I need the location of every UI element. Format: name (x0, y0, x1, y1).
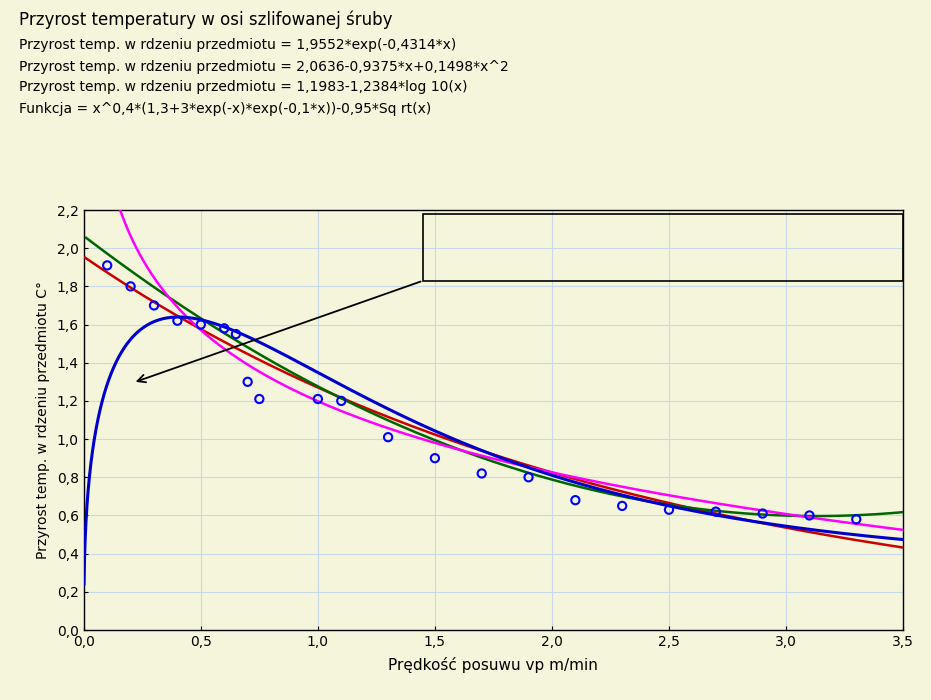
Point (849, 514, 864, 525)
Point (334, 395, 349, 407)
Point (427, 453, 442, 464)
Y-axis label: Przyrost temp. w rdzeniu przedmiotu C°: Przyrost temp. w rdzeniu przedmiotu C° (36, 281, 50, 559)
Point (521, 472, 536, 483)
Text: Przyrost temperatury w osi szlifowanej śruby: Przyrost temperatury w osi szlifowanej ś… (19, 10, 392, 29)
Point (194, 319, 209, 330)
Text: Funkcja = x^0,4*(1,3+3*exp(-x)*exp(-0,1*x))-0,95*Sq rt(x): Funkcja = x^0,4*(1,3+3*exp(-x)*exp(-0,1*… (19, 102, 431, 116)
Point (802, 510, 816, 521)
Point (100, 260, 115, 271)
Point (240, 376, 255, 387)
X-axis label: Prędkość posuwu vp m/min: Prędkość posuwu vp m/min (388, 657, 599, 673)
Text: Przyrost temp. w rdzeniu przedmiotu = 2,0636-0,9375*x+0,1498*x^2: Przyrost temp. w rdzeniu przedmiotu = 2,… (19, 60, 508, 74)
Point (252, 393, 267, 405)
Point (755, 508, 770, 519)
Point (146, 300, 161, 311)
Point (170, 315, 185, 326)
Point (662, 504, 677, 515)
Text: Przyrost temp. w rdzeniu przedmiotu = 1,1983-1,2384*log 10(x): Przyrost temp. w rdzeniu przedmiotu = 1,… (19, 80, 467, 94)
Point (310, 393, 325, 405)
Point (708, 506, 723, 517)
Point (381, 432, 396, 443)
Point (228, 328, 243, 339)
Point (568, 495, 583, 506)
Point (474, 468, 489, 479)
Point (217, 323, 232, 334)
Point (123, 281, 138, 292)
Point (614, 500, 629, 512)
Text: Przyrost temp. w rdzeniu przedmiotu = 1,9552*exp(-0,4314*x): Przyrost temp. w rdzeniu przedmiotu = 1,… (19, 38, 456, 52)
